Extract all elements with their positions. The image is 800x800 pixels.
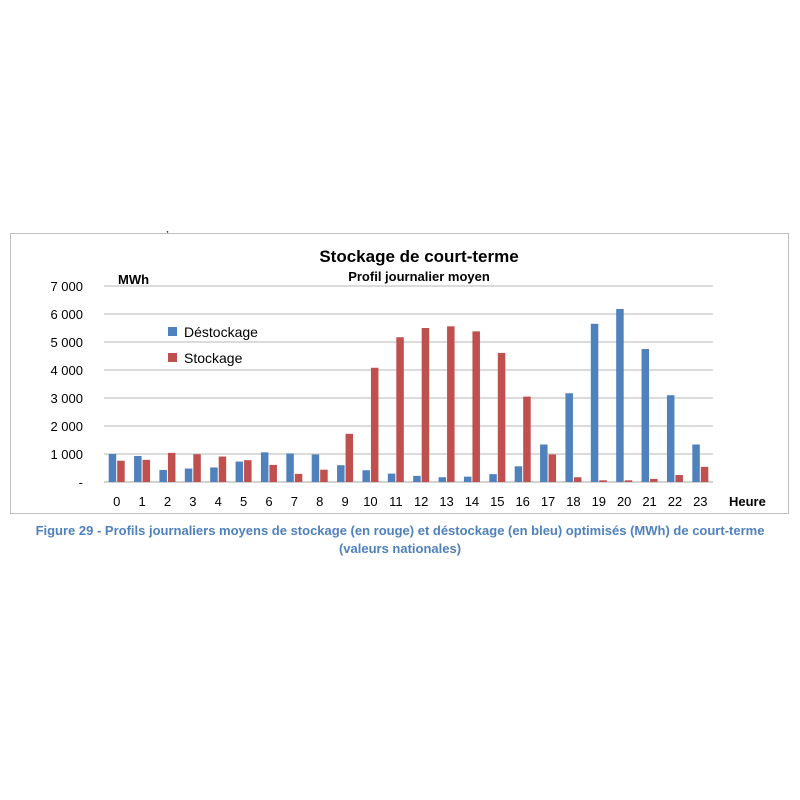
bar-stockage [447, 326, 455, 482]
bar-stockage [700, 466, 709, 482]
x-tick-label: 11 [389, 494, 403, 509]
bar-stockage [269, 464, 277, 482]
bar-destockage [159, 469, 167, 482]
x-tick-label: 8 [316, 494, 323, 509]
bar-destockage [260, 452, 269, 482]
x-tick-label: 1 [138, 494, 145, 509]
y-axis-ticks: - 1 000 2 000 3 000 4 000 5 000 6 000 7 000 [50, 279, 83, 490]
x-tick-label: 22 [668, 494, 682, 509]
bar-destockage [108, 454, 117, 482]
y-tick-label: 7 000 [50, 279, 83, 294]
y-tick-label: 3 000 [50, 391, 83, 406]
x-tick-label: 20 [617, 494, 631, 509]
legend-swatch-destockage [168, 327, 177, 336]
bar-destockage [616, 308, 624, 482]
x-tick-label: 17 [541, 494, 555, 509]
bar-stockage [370, 367, 379, 482]
grid-layer [104, 285, 713, 483]
y-tick-label: 2 000 [50, 419, 83, 434]
x-tick-label: 15 [490, 494, 504, 509]
bar-stockage [345, 433, 354, 482]
caption-line-1: Figure 29 - Profils journaliers moyens d… [35, 523, 765, 538]
x-tick-label: 21 [642, 494, 656, 509]
bar-destockage [540, 444, 548, 482]
x-tick-label: 23 [693, 494, 707, 509]
x-axis-ticks: 0 1 2 3 4 5 6 7 8 9 10 11 12 13 14 15 16 17 18 19 20 21 22 23 [113, 494, 707, 509]
legend: Déstockage Stockage [168, 324, 258, 366]
x-tick-label: 0 [113, 494, 120, 509]
bar-stockage [117, 460, 125, 482]
bar-destockage [463, 476, 472, 482]
bar-destockage [514, 466, 523, 482]
bar-stockage [167, 452, 176, 482]
x-tick-label: 16 [515, 494, 529, 509]
bar-destockage [413, 475, 421, 482]
bar-destockage [235, 461, 244, 482]
x-tick-label: 6 [265, 494, 272, 509]
legend-label-destockage: Déstockage [184, 324, 258, 340]
bar-stockage [396, 337, 404, 482]
x-tick-label: 10 [363, 494, 377, 509]
y-tick-label: 6 000 [50, 307, 83, 322]
bar-stockage [294, 473, 303, 482]
x-tick-label: 3 [189, 494, 196, 509]
bar-destockage [438, 477, 447, 482]
figure-caption: Figure 29 - Profils journaliers moyens d… [0, 522, 800, 558]
y-tick-label: 5 000 [50, 335, 83, 350]
stray-mark: , [166, 221, 169, 235]
bar-stockage [421, 328, 430, 482]
y-tick-label: 1 000 [50, 447, 83, 462]
chart-svg: Stockage de court-terme Profil journalie… [50, 247, 766, 509]
chart-title: Stockage de court-terme [319, 247, 518, 266]
bar-destockage [337, 465, 345, 482]
bar-stockage [142, 459, 151, 482]
y-tick-label: 4 000 [50, 363, 83, 378]
legend-label-stockage: Stockage [184, 350, 243, 366]
bar-destockage [590, 323, 599, 482]
bar-destockage [134, 455, 142, 482]
bar-stockage [599, 480, 607, 482]
x-tick-label: 12 [414, 494, 428, 509]
bar-stockage [523, 396, 531, 482]
bar-destockage [666, 395, 675, 482]
bar-destockage [489, 474, 497, 482]
bar-destockage [362, 470, 370, 482]
x-tick-label: 7 [291, 494, 298, 509]
x-tick-label: 19 [592, 494, 606, 509]
bar-stockage [650, 478, 658, 482]
bar-stockage [320, 469, 328, 482]
bar-destockage [387, 473, 396, 482]
x-tick-label: 5 [240, 494, 247, 509]
x-tick-label: 18 [566, 494, 580, 509]
chart-subtitle: Profil journalier moyen [348, 269, 490, 284]
bar-stockage [472, 331, 480, 482]
x-axis-label: Heure [729, 494, 766, 509]
x-tick-label: 4 [215, 494, 222, 509]
bar-stockage [244, 460, 252, 482]
bar-destockage [641, 349, 650, 482]
bar-stockage [218, 456, 227, 482]
bar-destockage [210, 467, 218, 482]
x-tick-label: 2 [164, 494, 171, 509]
y-axis-unit: MWh [118, 272, 149, 287]
x-tick-label: 9 [341, 494, 348, 509]
bar-destockage [565, 393, 573, 482]
y-tick-label: - [79, 475, 83, 490]
bar-stockage [193, 454, 201, 482]
bar-stockage [497, 352, 506, 482]
x-tick-label: 13 [439, 494, 453, 509]
bar-stockage [548, 454, 557, 482]
x-tick-label: 14 [465, 494, 479, 509]
bar-stockage [573, 477, 582, 482]
legend-swatch-stockage [168, 353, 177, 362]
bar-stockage [675, 475, 683, 482]
bar-destockage [311, 454, 320, 482]
bar-stockage [624, 480, 633, 482]
bars [108, 308, 709, 482]
caption-line-2: (valeurs nationales) [338, 541, 462, 556]
bar-destockage [692, 444, 700, 482]
chart-frame: Stockage de court-terme Profil journalie… [10, 233, 789, 514]
bar-destockage [184, 468, 193, 482]
bar-destockage [286, 453, 294, 482]
